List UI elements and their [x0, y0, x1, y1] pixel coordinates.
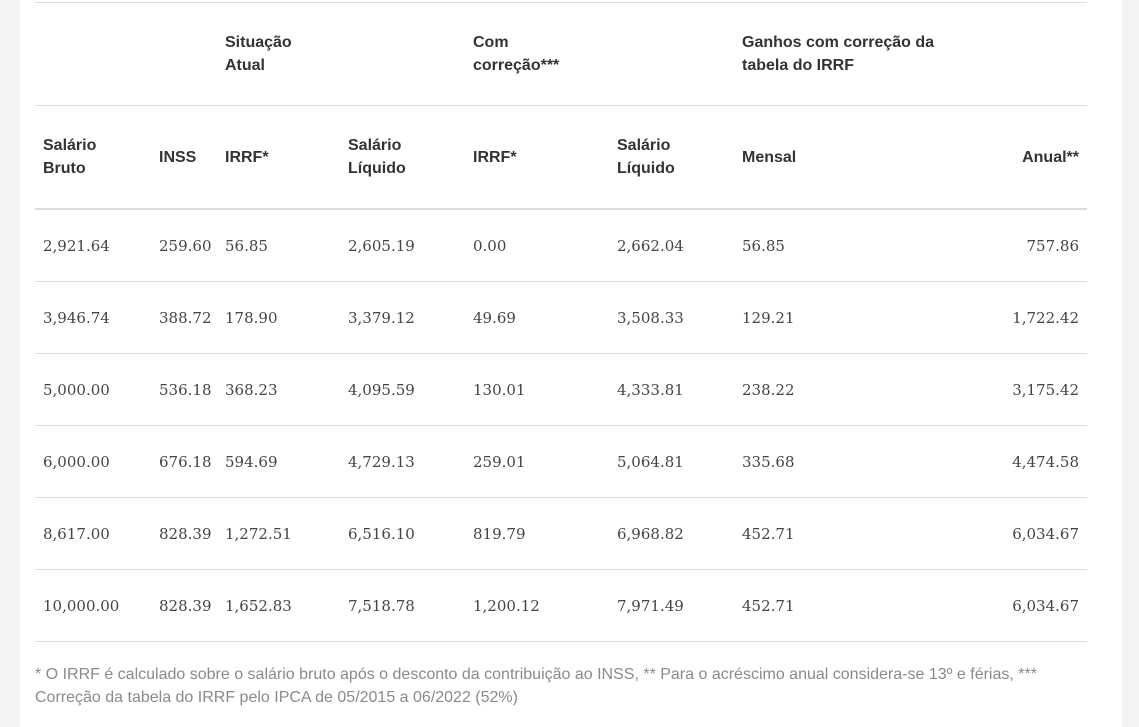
col-header-salario-liquido-atual: Salário Líquido: [340, 105, 465, 210]
col-header-irrf-corrigido: IRRF*: [465, 105, 609, 210]
column-header-row: Salário Bruto INSS IRRF* Salário Líquido…: [35, 105, 1087, 210]
cell-mensal: 238.22: [734, 353, 929, 426]
cell-irrf-atual: 56.85: [217, 209, 340, 282]
cell-irrf-corrigido: 0.00: [465, 209, 609, 282]
cell-salario-liquido-corrigido: 2,662.04: [609, 209, 734, 282]
cell-inss: 536.18: [151, 353, 217, 426]
cell-inss: 388.72: [151, 281, 217, 354]
cell-salario-liquido-corrigido: 6,968.82: [609, 497, 734, 570]
table-row: 5,000.00 536.18 368.23 4,095.59 130.01 4…: [35, 353, 1087, 426]
col-header-anual: Anual**: [929, 105, 1087, 210]
group-header-row: Situação Atual Com correção*** Ganhos co…: [35, 2, 1087, 106]
cell-anual: 1,722.42: [929, 281, 1087, 354]
cell-mensal: 56.85: [734, 209, 929, 282]
col-header-irrf-atual: IRRF*: [217, 105, 340, 210]
cell-salario-liquido-atual: 2,605.19: [340, 209, 465, 282]
cell-salario-bruto: 6,000.00: [35, 425, 151, 498]
cell-inss: 259.60: [151, 209, 217, 282]
group-header-com-correcao: Com correção***: [465, 2, 734, 106]
table-row: 2,921.64 259.60 56.85 2,605.19 0.00 2,66…: [35, 209, 1087, 282]
cell-mensal: 129.21: [734, 281, 929, 354]
cell-irrf-atual: 1,652.83: [217, 569, 340, 642]
cell-salario-liquido-corrigido: 5,064.81: [609, 425, 734, 498]
cell-mensal: 335.68: [734, 425, 929, 498]
cell-salario-bruto: 5,000.00: [35, 353, 151, 426]
group-header-empty: [35, 2, 151, 106]
cell-salario-liquido-corrigido: 4,333.81: [609, 353, 734, 426]
cell-irrf-corrigido: 1,200.12: [465, 569, 609, 642]
cell-salario-bruto: 10,000.00: [35, 569, 151, 642]
group-header-situacao-atual: Situação Atual: [217, 2, 465, 106]
col-header-mensal: Mensal: [734, 105, 929, 210]
cell-anual: 4,474.58: [929, 425, 1087, 498]
cell-anual: 6,034.67: [929, 497, 1087, 570]
cell-anual: 3,175.42: [929, 353, 1087, 426]
cell-salario-liquido-corrigido: 3,508.33: [609, 281, 734, 354]
group-header-ganhos: Ganhos com correção da tabela do IRRF: [734, 2, 1087, 106]
cell-inss: 828.39: [151, 569, 217, 642]
cell-salario-liquido-atual: 3,379.12: [340, 281, 465, 354]
table-footnote: * O IRRF é calculado sobre o salário bru…: [35, 666, 1037, 706]
cell-inss: 828.39: [151, 497, 217, 570]
cell-irrf-atual: 178.90: [217, 281, 340, 354]
cell-salario-bruto: 2,921.64: [35, 209, 151, 282]
cell-irrf-atual: 368.23: [217, 353, 340, 426]
group-header-empty: [151, 2, 217, 106]
table-row: 10,000.00 828.39 1,652.83 7,518.78 1,200…: [35, 569, 1087, 642]
cell-irrf-atual: 594.69: [217, 425, 340, 498]
cell-salario-liquido-corrigido: 7,971.49: [609, 569, 734, 642]
table-row: 8,617.00 828.39 1,272.51 6,516.10 819.79…: [35, 497, 1087, 570]
cell-salario-liquido-atual: 4,729.13: [340, 425, 465, 498]
table-panel: Situação Atual Com correção*** Ganhos co…: [20, 0, 1122, 727]
cell-irrf-corrigido: 130.01: [465, 353, 609, 426]
cell-salario-liquido-atual: 6,516.10: [340, 497, 465, 570]
col-header-salario-bruto: Salário Bruto: [35, 105, 151, 210]
col-header-salario-liquido-corrigido: Salário Líquido: [609, 105, 734, 210]
cell-mensal: 452.71: [734, 497, 929, 570]
page-margin-right: [1122, 0, 1139, 727]
table-row: 3,946.74 388.72 178.90 3,379.12 49.69 3,…: [35, 281, 1087, 354]
cell-salario-liquido-atual: 4,095.59: [340, 353, 465, 426]
cell-anual: 6,034.67: [929, 569, 1087, 642]
cell-irrf-atual: 1,272.51: [217, 497, 340, 570]
cell-salario-bruto: 8,617.00: [35, 497, 151, 570]
page-margin-left: [0, 0, 20, 727]
cell-salario-liquido-atual: 7,518.78: [340, 569, 465, 642]
irrf-comparison-table: Situação Atual Com correção*** Ganhos co…: [35, 2, 1087, 642]
cell-salario-bruto: 3,946.74: [35, 281, 151, 354]
table-row: 6,000.00 676.18 594.69 4,729.13 259.01 5…: [35, 425, 1087, 498]
cell-inss: 676.18: [151, 425, 217, 498]
cell-irrf-corrigido: 259.01: [465, 425, 609, 498]
cell-anual: 757.86: [929, 209, 1087, 282]
cell-mensal: 452.71: [734, 569, 929, 642]
cell-irrf-corrigido: 49.69: [465, 281, 609, 354]
col-header-inss: INSS: [151, 105, 217, 210]
cell-irrf-corrigido: 819.79: [465, 497, 609, 570]
